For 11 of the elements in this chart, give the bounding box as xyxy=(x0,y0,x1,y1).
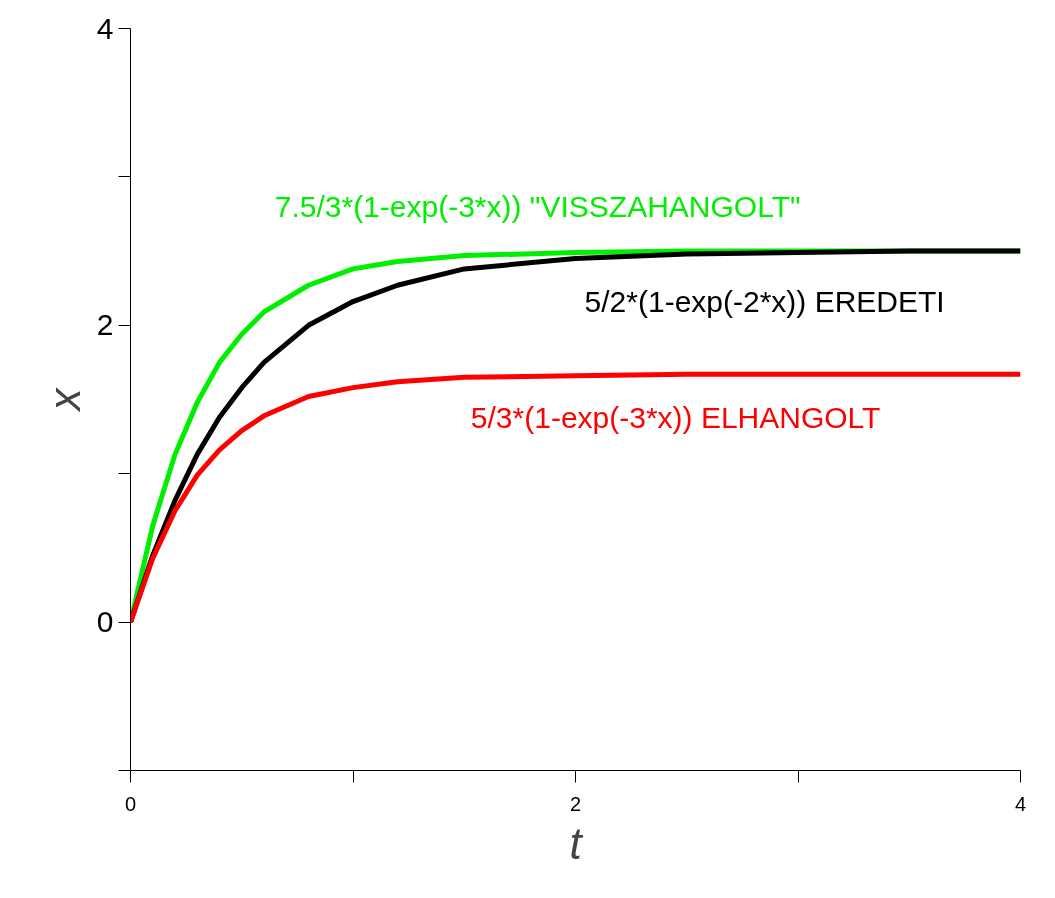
y-axis-title: x xyxy=(39,386,89,413)
x-tick-label: 2 xyxy=(569,792,582,815)
y-tick-label: 0 xyxy=(96,605,114,639)
x-tick-label: 4 xyxy=(1014,792,1027,815)
series-label: 7.5/3*(1-exp(-3*x)) "VISSZAHANGOLT" xyxy=(274,190,801,224)
y-tick-label: 4 xyxy=(96,11,114,45)
y-tick-label: 2 xyxy=(96,308,114,342)
series-label: 5/2*(1-exp(-2*x)) EREDETI xyxy=(584,285,945,319)
series-label: 5/3*(1-exp(-3*x)) ELHANGOLT xyxy=(470,400,881,434)
x-axis-title: t xyxy=(569,818,584,868)
x-tick-label: 0 xyxy=(124,792,137,815)
